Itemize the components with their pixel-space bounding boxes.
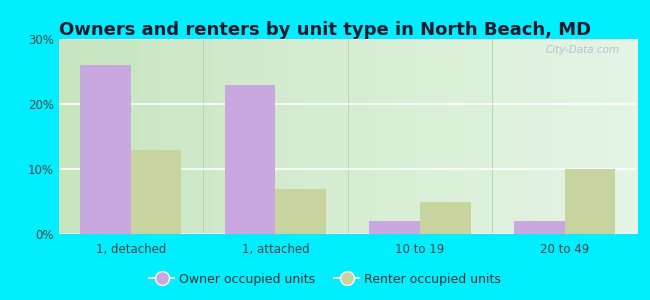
Bar [276, 188, 326, 234]
Bar [565, 169, 616, 234]
Bar [225, 85, 276, 234]
Text: Owners and renters by unit type in North Beach, MD: Owners and renters by unit type in North… [59, 21, 591, 39]
Bar [369, 221, 420, 234]
Bar [131, 149, 181, 234]
Legend: Owner occupied units, Renter occupied units: Owner occupied units, Renter occupied un… [144, 268, 506, 291]
Bar [514, 221, 565, 234]
Bar [420, 202, 471, 234]
Bar [80, 65, 131, 234]
Text: City-Data.com: City-Data.com [545, 45, 619, 55]
